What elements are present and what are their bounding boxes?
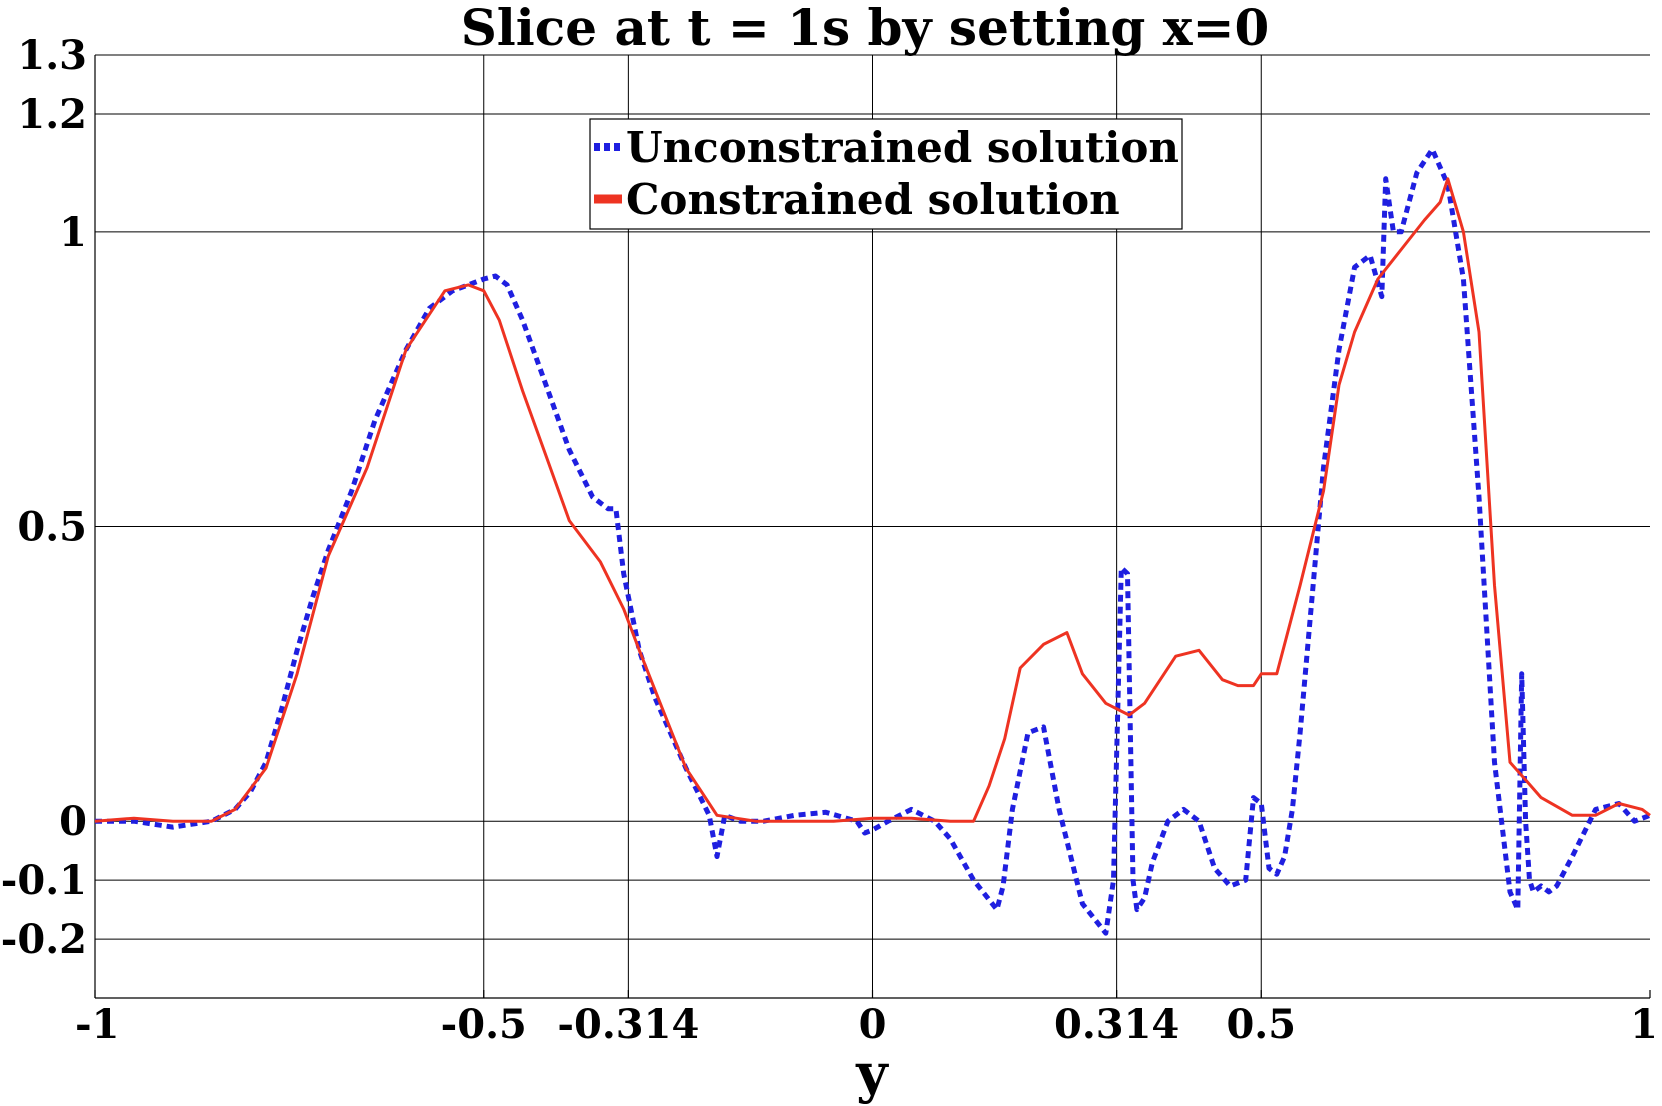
y-tick-label: 1.3	[17, 32, 87, 79]
x-tick-label: 0.314	[1054, 1001, 1179, 1048]
y-axis-tick-labels: -0.2 -0.1 0 0.5 1 1.2 1.3	[1, 32, 87, 963]
unconstrained-series-line	[95, 146, 1651, 936]
y-tick-label: 1.2	[17, 91, 87, 138]
x-tick-label: 1	[1630, 1001, 1658, 1048]
y-tick-label: 1	[59, 209, 87, 256]
y-tick-label: 0	[59, 798, 87, 845]
x-tick-label: 0	[859, 1001, 887, 1048]
chart-title: Slice at t = 1s by setting x=0	[461, 0, 1270, 57]
legend-label: Constrained solution	[626, 175, 1120, 224]
x-tick-label: -1	[75, 1001, 119, 1048]
x-axis-label: y	[855, 1041, 889, 1105]
y-tick-label: -0.2	[1, 916, 87, 963]
y-tick-label: 0.5	[17, 504, 87, 551]
x-axis-tick-labels: -1 -0.5 -0.314 0 0.314 0.5 1	[75, 1001, 1658, 1048]
x-tick-label: -0.5	[441, 1001, 527, 1048]
grid-lines	[94, 54, 1651, 999]
legend-box	[589, 118, 1183, 230]
legend-label: Unconstrained solution	[626, 123, 1179, 172]
x-tick-label: 0.5	[1226, 1001, 1296, 1048]
x-tick-label: -0.314	[557, 1001, 699, 1048]
y-tick-label: -0.1	[1, 857, 87, 904]
constrained-series-line	[94, 177, 1651, 823]
data-series	[94, 146, 1651, 936]
